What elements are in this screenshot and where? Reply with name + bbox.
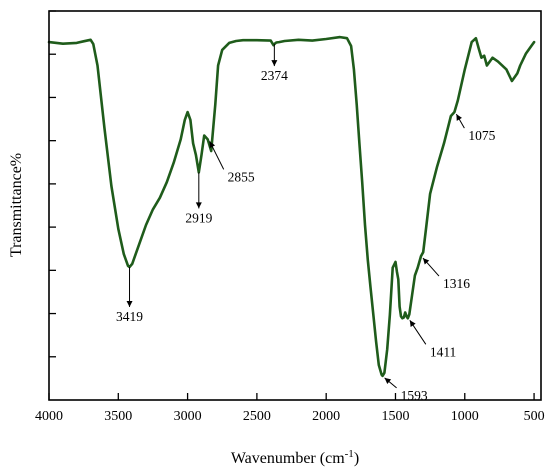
x-tick-label-2000: 2000: [312, 409, 340, 424]
y-axis-label: Transmittance%: [8, 153, 25, 257]
annotation-label-1075: 1075: [468, 128, 495, 143]
y-ticks: [49, 10, 56, 358]
annotation-label-1316: 1316: [443, 276, 470, 291]
annotation-label-2374: 2374: [261, 68, 288, 83]
annotation-label-1593: 1593: [401, 388, 428, 403]
x-tick-label-2500: 2500: [243, 409, 271, 424]
plot-frame: [48, 10, 542, 401]
x-axis-label: Wavenumber (cm-1): [231, 448, 359, 467]
transmittance-series-line: [47, 35, 536, 378]
x-tick-label-500: 500: [524, 409, 545, 424]
x-tick-label-1500: 1500: [381, 409, 409, 424]
annotation-arrowhead-1411: [409, 320, 416, 327]
peak-annotation-2374: 2374: [261, 44, 288, 83]
annotation-arrowhead-3419: [126, 300, 133, 307]
annotation-arrowhead-1316: [422, 258, 430, 265]
annotation-arrowhead-1593: [384, 377, 392, 385]
x-tick-label-1000: 1000: [451, 409, 479, 424]
annotation-label-1411: 1411: [430, 344, 457, 359]
peak-annotation-3419: 3419: [116, 266, 143, 324]
peak-annotations: 3419 2919 2855 2374 1593 1411 1316 1075: [116, 44, 496, 403]
annotation-label-2919: 2919: [185, 210, 212, 225]
peak-annotation-2919: 2919: [185, 172, 213, 225]
annotation-arrowhead-2374: [271, 60, 278, 67]
annotation-arrowhead-2919: [195, 202, 202, 209]
annotation-arrowhead-1075: [456, 114, 462, 121]
annotation-label-2855: 2855: [228, 169, 255, 184]
x-ticks: [48, 393, 535, 400]
x-axis-label-superscript: -1: [345, 448, 354, 460]
annotation-label-3419: 3419: [116, 309, 143, 324]
peak-annotation-2855: 2855: [209, 141, 255, 184]
x-tick-label-3500: 3500: [104, 409, 132, 424]
x-tick-label-3000: 3000: [174, 409, 202, 424]
x-tick-label-4000: 4000: [35, 409, 63, 424]
annotation-arrowhead-2855: [209, 141, 216, 149]
x-tick-labels: 4000 3500 3000 2500 2000 1500 1000 500: [35, 409, 545, 424]
peak-annotation-1316: 1316: [422, 257, 470, 291]
peak-annotation-1411: 1411: [409, 320, 457, 359]
peak-annotation-1075: 1075: [455, 113, 496, 143]
peak-annotation-1593: 1593: [384, 377, 428, 403]
